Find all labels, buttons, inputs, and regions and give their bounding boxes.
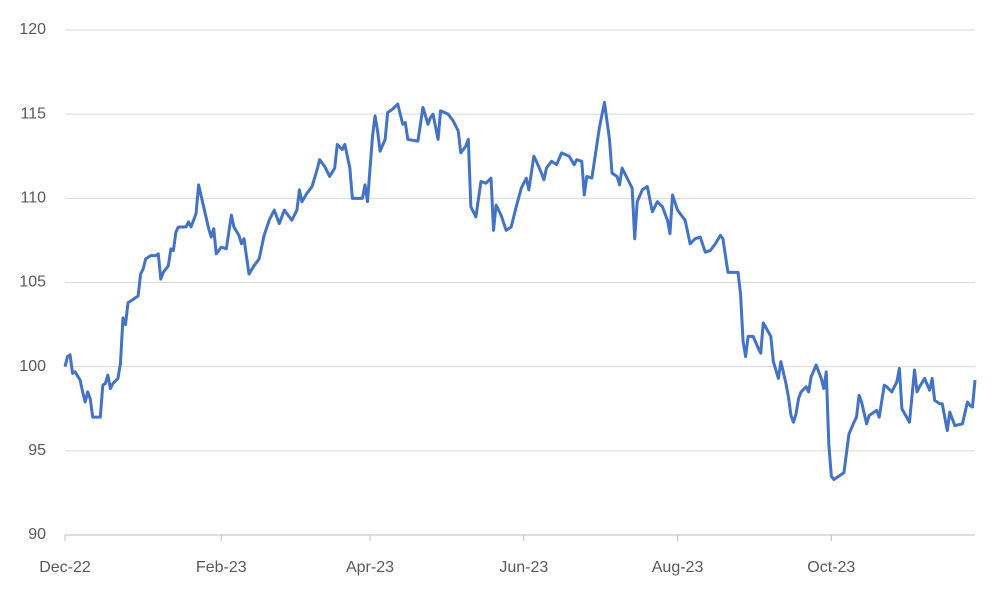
x-tick-label: Oct-23 bbox=[807, 559, 855, 576]
y-tick-label: 110 bbox=[20, 190, 46, 207]
x-tick-label: Aug-23 bbox=[652, 559, 704, 576]
y-tick-label: 105 bbox=[19, 274, 46, 291]
y-tick-label: 120 bbox=[19, 21, 46, 38]
line-series bbox=[63, 100, 977, 481]
x-tick-label: Feb-23 bbox=[196, 559, 247, 576]
y-tick-label: 100 bbox=[19, 358, 46, 375]
x-tick-label: Dec-22 bbox=[39, 559, 91, 576]
x-tick-label: Apr-23 bbox=[346, 559, 394, 576]
y-tick-label: 115 bbox=[20, 105, 46, 122]
y-tick-label: 90 bbox=[28, 526, 46, 543]
x-tick-label: Jun-23 bbox=[499, 559, 548, 576]
y-tick-label: 95 bbox=[28, 442, 46, 459]
